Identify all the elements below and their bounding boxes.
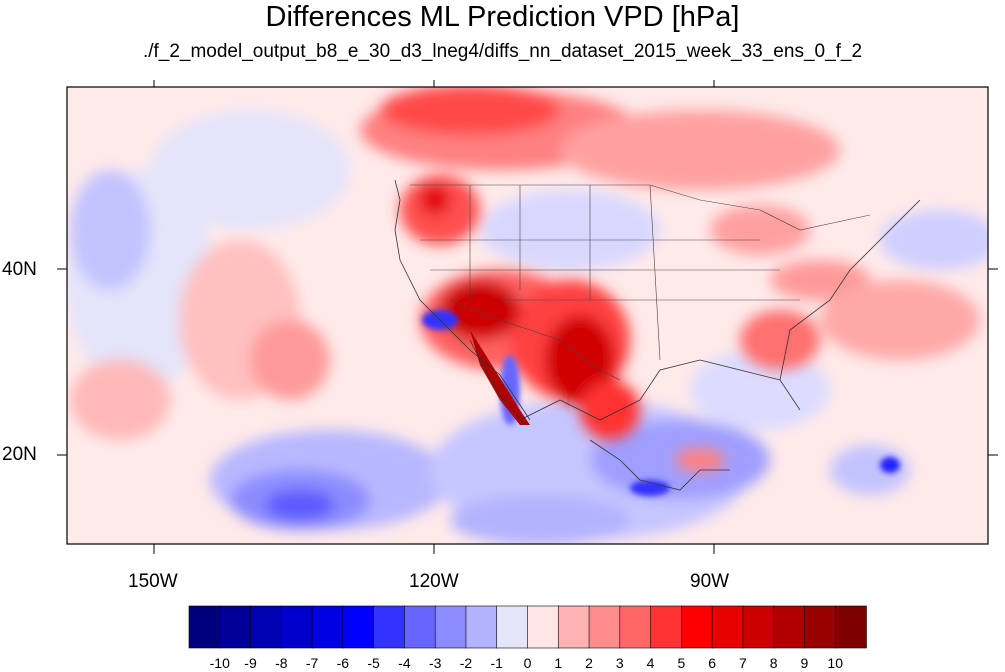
- colorbar-swatch: [342, 605, 375, 649]
- colorbar-label: -5: [367, 655, 380, 671]
- coastlines: [394, 179, 921, 491]
- colorbar-label: -1: [490, 655, 503, 671]
- colorbar-swatch: [804, 605, 837, 649]
- colorbar-label: 9: [800, 655, 809, 671]
- colorbar-label: -4: [398, 655, 411, 671]
- lon-label-90w: 90W: [690, 571, 730, 592]
- colorbar-swatch: [619, 605, 652, 649]
- colorbar-swatch: [219, 605, 252, 649]
- colorbar-swatch: [465, 605, 498, 649]
- colorbar-swatch: [373, 605, 406, 649]
- colorbar-label: -2: [459, 655, 473, 671]
- lat-label-20n: 20N: [2, 444, 37, 465]
- colorbar-label: 7: [739, 655, 747, 671]
- colorbar-label: 5: [677, 655, 686, 671]
- colorbar-label: -8: [275, 655, 288, 671]
- map-frame: [66, 86, 989, 545]
- colorbar-label: 1: [554, 655, 563, 671]
- colorbar-label: -7: [305, 655, 319, 671]
- colorbar-swatch: [404, 605, 436, 649]
- colorbar-swatch: [834, 605, 867, 649]
- colorbar-swatch: [434, 605, 467, 649]
- colorbar-swatch: [588, 605, 621, 649]
- anomaly-field: [67, 87, 988, 544]
- lon-label-120w: 120W: [409, 571, 459, 592]
- colorbar-swatch: [650, 605, 683, 649]
- colorbar-label: 4: [646, 655, 655, 671]
- colorbar-swatch: [711, 605, 744, 649]
- map-title: Differences ML Prediction VPD [hPa]: [265, 1, 740, 33]
- colorbar-label: 0: [523, 655, 532, 671]
- colorbar-label: -9: [244, 655, 257, 671]
- map-subtitle: ./f_2_model_output_b8_e_30_d3_lneg4/diff…: [142, 41, 863, 62]
- cool-anomaly-regions: [67, 110, 988, 544]
- colorbar-label: 2: [585, 655, 593, 671]
- axis-ticks: [57, 80, 998, 554]
- colorbar-label: 6: [708, 655, 717, 671]
- colorbar-swatch: [250, 605, 283, 649]
- colorbar-swatch: [496, 605, 529, 649]
- colorbar-label: 10: [827, 655, 843, 671]
- warm-anomaly-regions: [70, 87, 980, 472]
- lon-label-150w: 150W: [128, 571, 178, 592]
- colorbar-swatch: [527, 605, 560, 649]
- colorbar-label: -6: [336, 655, 350, 671]
- colorbar-swatch: [188, 605, 221, 649]
- colorbar-swatch: [773, 605, 806, 649]
- lat-label-40n: 40N: [2, 259, 37, 280]
- colorbar-swatch: [281, 605, 313, 649]
- colorbar-label: -3: [428, 655, 442, 671]
- borders: [410, 184, 871, 381]
- colorbar-swatch: [681, 605, 713, 649]
- colorbar-label: 3: [615, 655, 624, 671]
- colorbar-swatch: [557, 605, 590, 649]
- colorbar-label: 8: [769, 655, 778, 671]
- colorbar: [188, 605, 867, 649]
- colorbar-swatch: [311, 605, 344, 649]
- colorbar-swatch: [742, 605, 775, 649]
- colorbar-label: -10: [209, 655, 230, 671]
